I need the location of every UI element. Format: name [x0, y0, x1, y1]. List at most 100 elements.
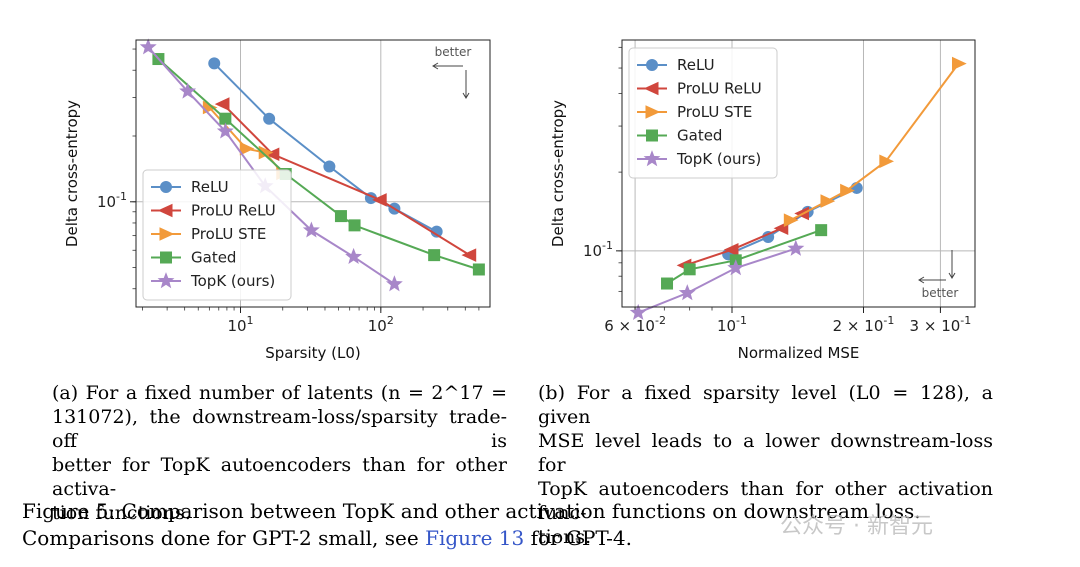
data-point	[661, 277, 674, 290]
legend-swatch-marker	[643, 150, 661, 167]
series-topk-ours	[629, 239, 805, 320]
legend-swatch-marker	[160, 181, 172, 193]
better-annotation: better	[922, 286, 959, 300]
caption-b-line: TopK autoencoders than for other activat…	[538, 478, 993, 524]
figure-caption-text: Figure 5: Comparison between TopK and ot…	[22, 499, 921, 550]
x-tick-label: 10-1	[717, 314, 747, 335]
legend-swatch-marker	[157, 272, 175, 289]
y-tick-label: 10-1	[583, 239, 613, 260]
caption-a-line: tion functions.	[52, 502, 191, 524]
x-tick-label: 2 × 10-1	[833, 314, 895, 335]
legend-label: TopK (ours)	[676, 150, 761, 168]
series-line	[637, 247, 797, 314]
data-point	[472, 263, 485, 276]
data-point	[840, 183, 855, 198]
x-tick-label: 101	[227, 314, 253, 335]
legend: ReLU ProLU ReLU ProLU STE Gated TopK (ours)	[628, 47, 778, 179]
legend-box	[142, 169, 292, 301]
legend-swatch-marker	[646, 59, 658, 71]
data-point	[139, 38, 157, 55]
y-tick-label: 10-1	[97, 190, 127, 211]
data-point	[263, 112, 276, 125]
better-annotation: better	[435, 45, 472, 59]
data-point	[629, 303, 647, 320]
data-point	[879, 154, 895, 169]
figure-caption: Figure 5: Comparison between TopK and ot…	[22, 498, 1032, 552]
legend-label: ProLU ReLU	[677, 80, 762, 98]
data-point	[951, 56, 967, 71]
legend: ReLU ProLU ReLU ProLU STE Gated TopK (ours)	[142, 169, 292, 301]
data-point	[461, 248, 477, 262]
y-axis-label: Delta cross-entropy	[63, 100, 81, 247]
legend-swatch-marker	[157, 203, 173, 218]
caption-a-line: (a) For a fixed number of latents (n = 2…	[52, 382, 507, 404]
y-axis-label: Delta cross-entropy	[549, 100, 567, 247]
data-point	[372, 193, 387, 207]
watermark: 公众号 · 新智元	[780, 514, 933, 539]
plot-frame	[135, 39, 491, 308]
caption-b-line: (b) For a fixed sparsity level (L0 = 128…	[538, 382, 993, 428]
legend-box	[628, 47, 778, 179]
data-point	[179, 82, 197, 99]
data-point	[334, 210, 347, 223]
legend-label: ProLU STE	[677, 103, 752, 121]
x-tick-label: 6 × 10-2	[604, 314, 666, 335]
data-point	[216, 122, 234, 139]
series-prolu-relu	[214, 97, 477, 262]
data-point	[345, 247, 363, 265]
data-point	[787, 239, 805, 256]
caption-a: (a) For a fixed number of latents (n = 2…	[52, 381, 507, 525]
series-prolu-ste	[783, 56, 967, 227]
legend-label: Gated	[677, 127, 722, 145]
data-point	[239, 141, 255, 156]
x-tick-label: 102	[368, 314, 394, 335]
legend-swatch-marker	[643, 81, 659, 96]
series-line	[666, 229, 822, 285]
figure-caption-tail: for GPT-4.	[524, 526, 633, 550]
data-point	[723, 242, 739, 257]
plot-frame	[621, 39, 976, 308]
data-point	[783, 213, 799, 227]
x-axis-label: Sparsity (L0)	[265, 344, 361, 362]
data-point	[678, 284, 696, 301]
down-arrow-head	[948, 272, 956, 279]
data-point	[264, 147, 280, 162]
legend-label: ProLU STE	[191, 225, 266, 243]
caption-a-line: better for TopK autoencoders than for ot…	[52, 454, 507, 500]
figure-13-link[interactable]: Figure 13	[425, 526, 525, 550]
data-point	[302, 221, 320, 238]
series-line	[222, 103, 471, 256]
better-arrows	[918, 250, 956, 284]
caption-b-line: MSE level leads to a lower downstream-lo…	[538, 430, 993, 476]
legend-label: ReLU	[677, 56, 715, 74]
data-point	[683, 263, 696, 276]
better-arrows	[432, 62, 470, 99]
x-axis-label: Normalized MSE	[738, 344, 860, 362]
caption-a-line: 131072), the downstream-loss/sparsity tr…	[52, 406, 507, 452]
data-point	[428, 249, 441, 262]
data-point	[815, 224, 828, 237]
left-arrow-head	[432, 62, 439, 70]
x-tick-label: 3 × 10-1	[910, 314, 972, 335]
left-arrow-head	[918, 276, 925, 284]
data-point	[727, 259, 745, 276]
down-arrow-head	[462, 92, 470, 99]
legend-label: Gated	[191, 249, 236, 267]
legend-swatch-marker	[160, 251, 172, 264]
data-point	[208, 57, 221, 70]
data-point	[219, 112, 232, 125]
data-point	[385, 275, 403, 292]
chart-b: 6 × 10-2 10-1 2 × 10-1 3 × 10-1 10-1 Normaliz…	[549, 39, 976, 362]
legend-swatch-marker	[645, 105, 661, 119]
data-point	[348, 219, 361, 232]
caption-b-line: tions.	[538, 526, 592, 548]
data-point	[323, 160, 336, 173]
data-point	[214, 97, 230, 111]
legend-label: TopK (ours)	[190, 272, 275, 290]
legend-label: ProLU ReLU	[191, 202, 276, 220]
caption-b: (b) For a fixed sparsity level (L0 = 128…	[538, 381, 993, 549]
legend-swatch-marker	[159, 227, 175, 241]
legend-label: ReLU	[191, 178, 229, 196]
legend-swatch-marker	[646, 129, 658, 142]
data-point	[820, 194, 836, 208]
